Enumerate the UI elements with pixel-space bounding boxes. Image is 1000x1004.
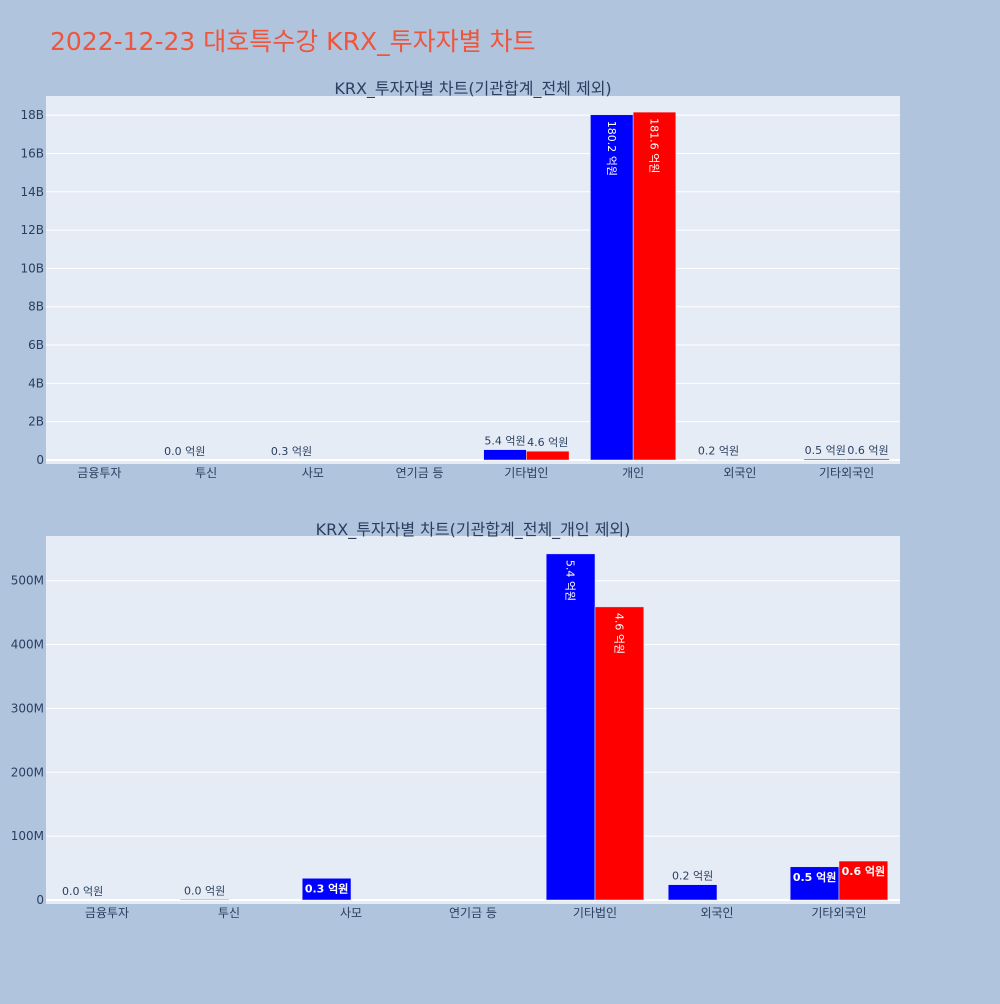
y-tick-label: 6B: [28, 338, 44, 352]
y-tick-label: 0: [36, 453, 44, 467]
x-tick-label: 연기금 등: [396, 466, 444, 480]
data-label: 180.2 억원: [605, 121, 618, 176]
data-label: 4.6 억원: [527, 436, 568, 449]
chart-2: 0 100M 200M 300M 400M 500M KRX_투자자별 차트(기관합계_전체…: [11, 520, 900, 920]
x-tick-label: 기타법인: [504, 466, 548, 480]
data-label: 0.2 억원: [698, 445, 739, 458]
x-tick-label: 기타외국인: [811, 906, 866, 920]
data-label: 0.0 억원: [62, 885, 103, 898]
chart-title: KRX_투자자별 차트(기관합계_전체 제외): [334, 79, 611, 99]
y-tick-label: 300M: [11, 701, 44, 715]
x-tick-label: 금융투자: [85, 906, 129, 920]
chart-1: 0 2B 4B 6B 8B 10B 12B 14B 16B 18B KRX_투자자별 차트(기관합계…: [20, 79, 900, 480]
x-tick-label: 사모: [302, 466, 324, 480]
y-tick-label: 10B: [20, 261, 44, 275]
x-tick-label: 금융투자: [77, 466, 121, 480]
x-tick-label: 투신: [195, 466, 217, 480]
bar: [180, 899, 229, 900]
x-tick-label: 사모: [340, 906, 362, 920]
y-tick-label: 2B: [28, 415, 44, 429]
x-tick-label: 외국인: [700, 906, 733, 920]
y-tick-label: 400M: [11, 638, 44, 652]
data-label: 5.4 억원: [564, 560, 577, 601]
x-tick-label: 기타법인: [573, 906, 617, 920]
y-tick-label: 500M: [11, 574, 44, 588]
data-label: 0.2 억원: [672, 870, 713, 883]
data-label: 4.6 억원: [612, 613, 625, 654]
data-label: 181.6 억원: [647, 118, 660, 173]
y-tick-label: 14B: [20, 185, 44, 199]
bar: [526, 451, 569, 460]
data-label: 0.0 억원: [164, 445, 205, 458]
y-tick-label: 16B: [20, 146, 44, 160]
x-tick-label: 기타외국인: [819, 466, 874, 480]
x-tick-label: 개인: [622, 466, 644, 480]
y-tick-label: 8B: [28, 300, 44, 314]
bar: [847, 459, 890, 460]
bar: [668, 885, 717, 900]
data-label: 0.6 억원: [842, 864, 886, 878]
y-tick-label: 0: [36, 893, 44, 907]
data-label: 0.5 억원: [805, 444, 846, 457]
data-label: 0.0 억원: [184, 884, 225, 897]
plot-area: [46, 536, 900, 904]
chart-title: KRX_투자자별 차트(기관합계_전체_개인 제외): [316, 520, 631, 540]
x-tick-label: 외국인: [723, 466, 756, 480]
bar: [546, 554, 595, 900]
y-tick-label: 4B: [28, 376, 44, 390]
data-label: 0.3 억원: [305, 881, 349, 895]
x-tick-label: 연기금 등: [449, 906, 497, 920]
data-label: 0.3 억원: [271, 445, 312, 458]
y-tick-label: 18B: [20, 108, 44, 122]
page-title: 2022-12-23 대호특수강 KRX_투자자별 차트: [50, 27, 536, 56]
data-label: 0.6 억원: [847, 444, 888, 457]
data-label: 5.4 억원: [484, 435, 525, 448]
bar: [484, 450, 527, 460]
x-tick-label: 투신: [218, 906, 240, 920]
y-tick-label: 200M: [11, 765, 44, 779]
y-tick-label: 100M: [11, 829, 44, 843]
bar: [804, 459, 847, 460]
y-tick-label: 12B: [20, 223, 44, 237]
data-label: 0.5 억원: [793, 870, 837, 884]
plot-area: [46, 96, 900, 464]
